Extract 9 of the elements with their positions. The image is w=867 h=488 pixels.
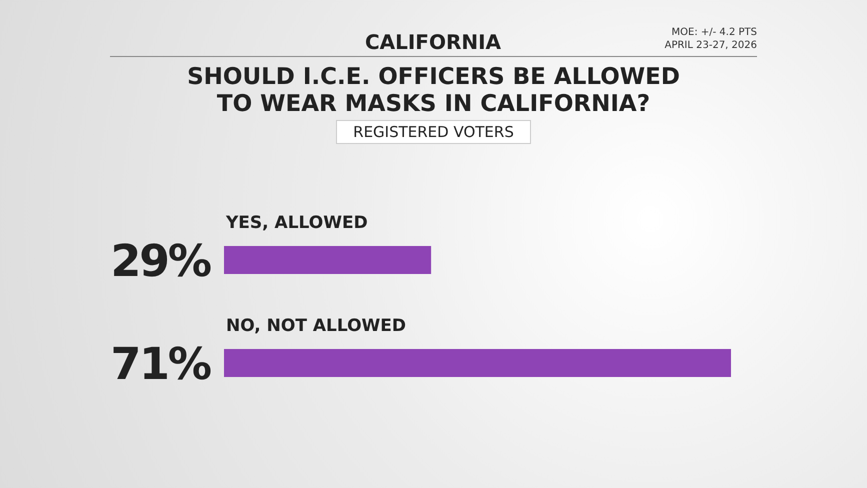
y-tick-label: YES, ALLOWED [225,213,368,233]
data-label: 71% [110,339,211,390]
chart-subtitle: REGISTERED VOTERS [336,120,531,144]
y-tick-label: NO, NOT ALLOWED [226,316,406,336]
text: CALIFORNIA [364,30,502,54]
chart-title: SHOULD I.C.E. OFFICERS BE ALLOWED TO WEAR MASKS IN CALIFORNIA? [186,64,681,118]
text: MOE: +/- 4.2 PTS [670,26,757,39]
data-label: 29% [110,236,211,287]
text: APRIL 23-27, 2026 [664,39,757,52]
